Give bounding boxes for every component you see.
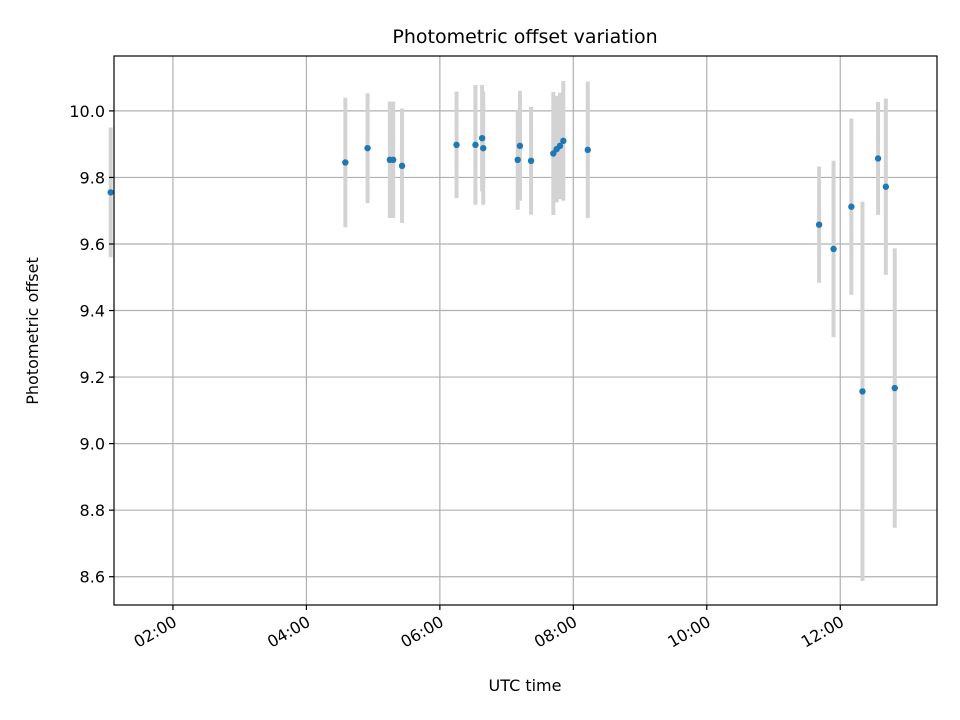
plot-frame [113, 55, 938, 606]
data-point [364, 144, 371, 152]
y-tick-label: 9.0 [80, 435, 105, 454]
y-tick-label: 8.6 [80, 568, 105, 587]
data-point [859, 388, 866, 395]
data-point [398, 162, 406, 169]
y-tick-label: 9.2 [80, 368, 105, 387]
data-point [848, 203, 855, 210]
data-point [560, 137, 567, 145]
data-point [472, 141, 479, 149]
x-axis-label: UTC time [489, 676, 562, 695]
y-axis-ticks: 8.6 8.8 9.0 9.2 9.4 9.6 9.8 10.0 [69, 102, 114, 587]
data-point [882, 183, 890, 190]
y-tick-label: 9.8 [80, 168, 105, 187]
y-axis-label: Photometric offset [23, 257, 42, 405]
data-markers [107, 134, 898, 395]
data-point [584, 146, 591, 154]
data-point [550, 150, 557, 157]
y-tick-label: 9.4 [80, 302, 105, 321]
data-point [556, 142, 564, 150]
data-point [453, 141, 460, 149]
data-point [389, 156, 397, 164]
data-point [107, 189, 114, 196]
y-tick-label: 10.0 [69, 102, 105, 121]
data-point [514, 156, 521, 164]
data-point [891, 384, 898, 392]
data-point [815, 221, 823, 228]
data-point [527, 157, 535, 165]
chart-title: Photometric offset variation [392, 26, 657, 48]
data-point [516, 142, 524, 150]
grid [114, 56, 937, 605]
y-tick-label: 9.6 [80, 235, 105, 254]
data-point [342, 159, 349, 166]
data-point [480, 144, 487, 152]
data-point [478, 134, 486, 142]
data-point [874, 155, 882, 162]
y-tick-label: 8.8 [80, 501, 105, 520]
data-point [830, 245, 837, 253]
